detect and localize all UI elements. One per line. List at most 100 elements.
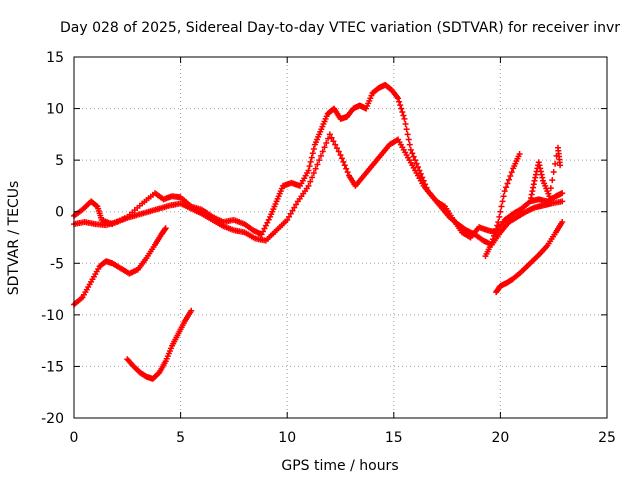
data-point <box>401 115 408 122</box>
data-point-interp <box>335 148 342 155</box>
data-point-interp <box>504 180 511 187</box>
data-point-interp <box>309 150 316 157</box>
data-point-interp <box>317 152 324 159</box>
data-point-interp <box>406 141 413 148</box>
data-point <box>284 216 291 223</box>
data-point-interp <box>340 158 347 165</box>
data-point-interp <box>321 144 328 151</box>
data-point-interp <box>547 185 554 192</box>
series-track-1 <box>71 81 566 241</box>
x-tick-label: 25 <box>598 430 616 446</box>
y-tick-label: -15 <box>41 359 64 375</box>
data-point-interp <box>550 169 557 176</box>
data-point-interp <box>496 213 503 220</box>
data-point-interp <box>492 229 499 236</box>
data-point-interp <box>499 198 506 205</box>
data-point <box>559 190 566 197</box>
data-point-interp <box>500 193 507 200</box>
y-tick-label: -5 <box>50 256 64 272</box>
x-tick-label: 15 <box>385 430 403 446</box>
data-point-interp <box>400 112 407 119</box>
y-axis-label: SDTVAR / TECUs <box>6 181 22 296</box>
plot-frame <box>73 56 608 419</box>
data-point <box>337 151 344 158</box>
data-point-interp <box>287 210 294 217</box>
x-tick-label: 20 <box>491 430 509 446</box>
data-point-interp <box>314 161 321 168</box>
data-point-interp <box>332 141 339 148</box>
y-tick-label: 10 <box>46 102 64 118</box>
data-point-interp <box>307 178 314 185</box>
y-tick-label: 0 <box>55 205 64 221</box>
data-point-interp <box>409 150 416 157</box>
data-point-interp <box>549 177 556 184</box>
x-axis-label: GPS time / hours <box>281 458 398 474</box>
y-tick-label: 5 <box>55 153 64 169</box>
data-point <box>188 307 195 314</box>
x-tick-label: 0 <box>70 430 79 446</box>
data-point <box>495 219 502 226</box>
series-track-7 <box>527 144 564 205</box>
data-point-interp <box>552 160 559 167</box>
data-point-interp <box>505 176 512 183</box>
y-tick-label: 15 <box>46 50 64 66</box>
data-point <box>559 219 566 226</box>
data-point <box>559 198 566 205</box>
data-point-interp <box>503 184 510 191</box>
data-point-interp <box>330 138 337 145</box>
data-point-interp <box>498 203 505 210</box>
data-point-interp <box>508 169 515 176</box>
data-point-interp <box>319 148 326 155</box>
data-point-interp <box>293 201 300 208</box>
x-tick-label: 10 <box>278 430 296 446</box>
series-track-3 <box>71 225 169 308</box>
data-point-interp <box>399 109 406 116</box>
data-point-interp <box>405 136 412 143</box>
data-point-interp <box>507 172 514 179</box>
data-point-interp <box>343 165 350 172</box>
data-point-interp <box>412 157 419 164</box>
data-point <box>407 146 414 153</box>
data-point-interp <box>396 98 403 105</box>
chart-title: Day 028 of 2025, Sidereal Day-to-day VTE… <box>60 20 620 36</box>
data-point <box>501 188 508 195</box>
series-track-6 <box>482 150 523 260</box>
data-point-interp <box>414 164 421 171</box>
data-point-interp <box>328 134 335 141</box>
data-point-interp <box>312 165 319 172</box>
data-point-interp <box>419 174 426 181</box>
data-point <box>546 193 553 200</box>
data-point-interp <box>310 145 317 152</box>
data-point-interp <box>410 153 417 160</box>
data-point-interp <box>497 208 504 215</box>
data-point-interp <box>491 232 498 239</box>
data-point <box>557 162 564 169</box>
data-point <box>305 182 312 189</box>
data-point-interp <box>493 225 500 232</box>
data-point-interp <box>413 160 420 167</box>
series-track-4 <box>124 307 195 382</box>
data-point-interp <box>309 174 316 181</box>
series-track-5 <box>493 219 566 296</box>
data-point <box>516 150 523 157</box>
data-point-interp <box>338 155 345 162</box>
data-point-interp <box>93 202 100 209</box>
data-point-interp <box>285 213 292 220</box>
axis-ticks: 0 5 10 15 20 25 -20 -15 -10 -5 0 5 10 15 <box>41 50 616 446</box>
data-point-interp <box>291 204 298 211</box>
data-series <box>71 81 566 382</box>
data-point-interp <box>308 154 315 161</box>
data-point-interp <box>333 145 340 152</box>
data-point <box>305 167 312 174</box>
data-point <box>326 131 333 138</box>
data-point-interp <box>289 207 296 214</box>
data-point-interp <box>310 170 317 177</box>
data-point-interp <box>404 131 411 138</box>
data-point-interp <box>402 121 409 128</box>
data-point-interp <box>306 163 313 170</box>
data-point-interp <box>397 102 404 109</box>
data-point-interp <box>489 236 496 243</box>
data-point-interp <box>325 135 332 142</box>
